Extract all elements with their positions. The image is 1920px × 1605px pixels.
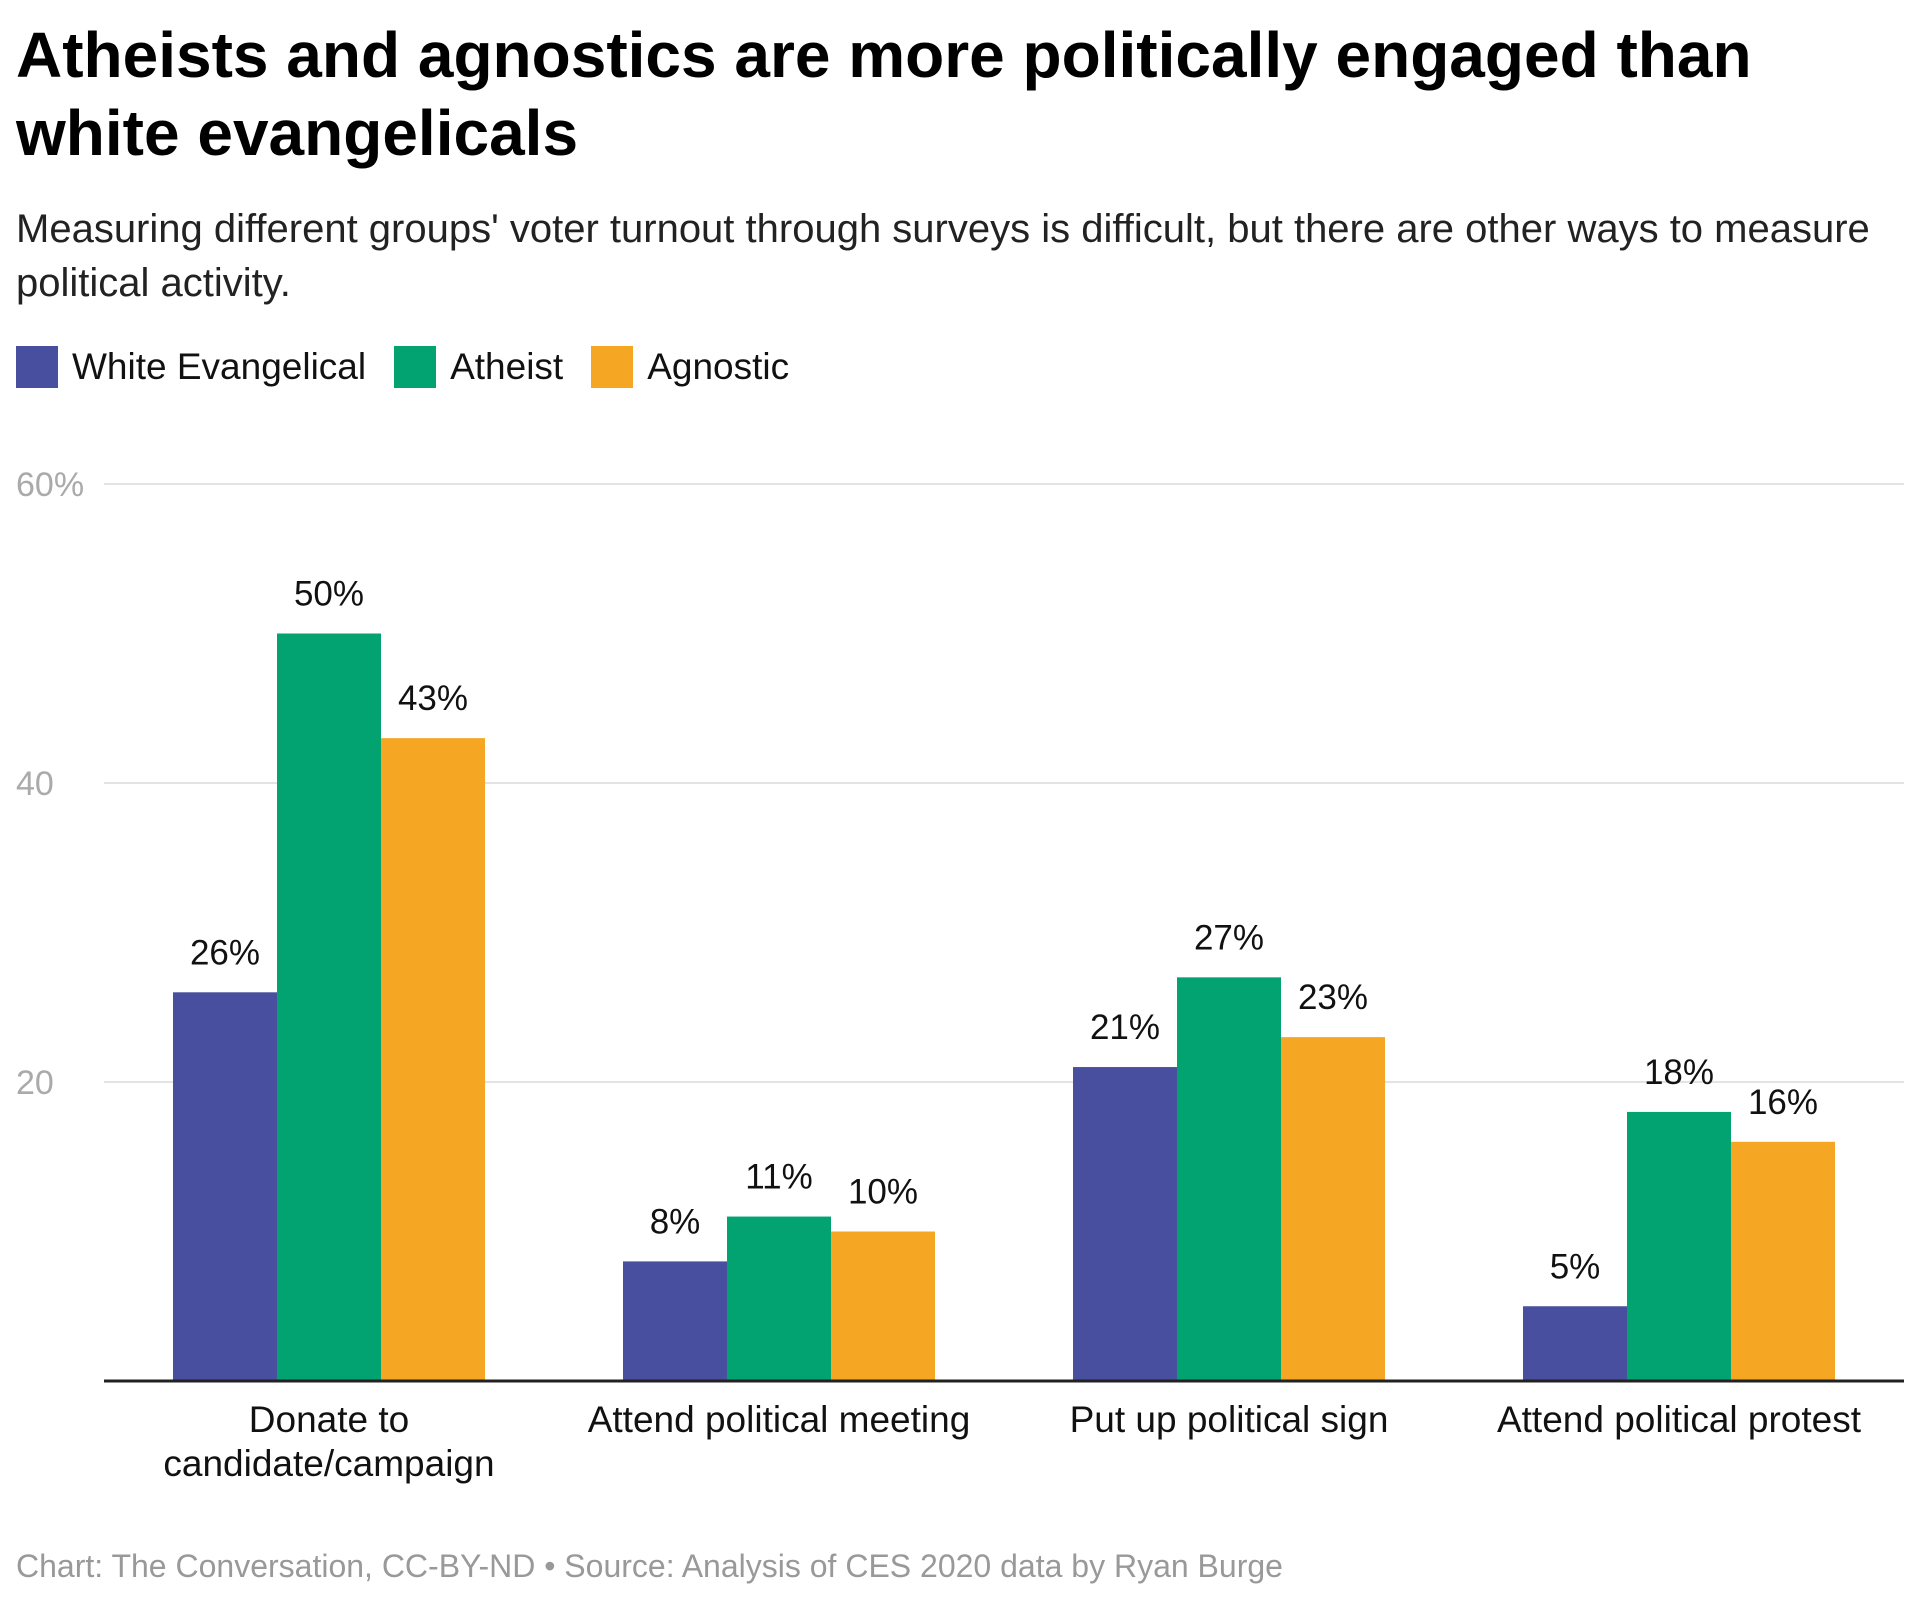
data-label: 50% [294, 575, 364, 614]
chart-footer: Chart: The Conversation, CC-BY-ND • Sour… [16, 1548, 1283, 1584]
bar [1281, 1037, 1385, 1381]
legend-swatch [394, 346, 437, 388]
data-label: 27% [1194, 918, 1264, 957]
data-label: 16% [1748, 1083, 1818, 1122]
data-label: 11% [745, 1158, 812, 1197]
legend: White Evangelical Atheist Agnostic [16, 346, 817, 388]
data-label: 8% [650, 1202, 701, 1241]
y-tick-label: 40 [16, 765, 54, 803]
x-tick-label: Donate to [249, 1399, 409, 1440]
legend-swatch [16, 346, 58, 388]
bar [623, 1261, 727, 1381]
bar [381, 738, 485, 1381]
data-label: 10% [848, 1173, 918, 1212]
bar [1731, 1141, 1835, 1381]
data-label: 23% [1298, 978, 1368, 1017]
y-tick-label: 20 [16, 1064, 54, 1102]
bar [1073, 1067, 1177, 1381]
bar [1523, 1306, 1627, 1381]
legend-item: White Evangelical [16, 346, 366, 388]
legend-label: Atheist [450, 346, 564, 387]
data-label: 43% [398, 679, 468, 718]
data-label: 5% [1550, 1247, 1601, 1286]
legend-label: White Evangelical [72, 346, 367, 387]
bar [1177, 977, 1281, 1381]
legend-item: Atheist [394, 346, 563, 388]
x-tick-label: Attend political protest [1497, 1399, 1862, 1440]
legend-label: Agnostic [647, 346, 790, 387]
bar [173, 992, 277, 1381]
x-tick-label: Put up political sign [1070, 1399, 1389, 1440]
bar [1627, 1111, 1731, 1381]
legend-swatch [591, 346, 634, 388]
data-label: 21% [1090, 1008, 1160, 1047]
x-tick-label: Attend political meeting [588, 1399, 971, 1440]
chart-subtitle: Measuring different groups' voter turnou… [16, 207, 1870, 305]
data-label: 18% [1644, 1053, 1714, 1092]
bar [831, 1231, 935, 1381]
data-label: 26% [190, 933, 260, 972]
bar [277, 633, 381, 1381]
y-tick-label: 60% [16, 466, 84, 504]
bar [727, 1216, 831, 1381]
legend-item: Agnostic [591, 346, 789, 388]
x-tick-label: candidate/campaign [163, 1443, 494, 1484]
chart-title: Atheists and agnostics are more politica… [16, 19, 1752, 169]
